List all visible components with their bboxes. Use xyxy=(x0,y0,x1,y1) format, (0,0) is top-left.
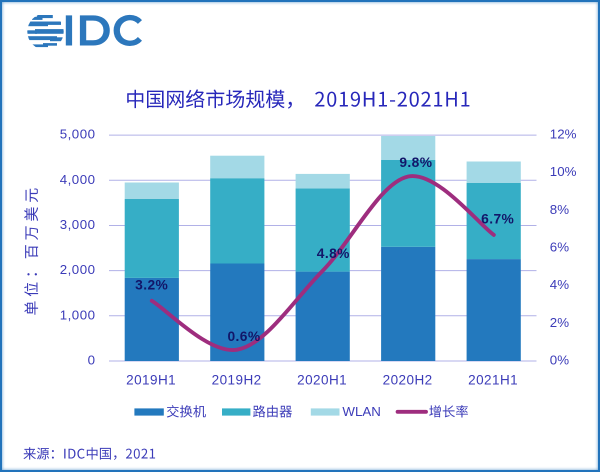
svg-text:0%: 0% xyxy=(550,353,569,368)
svg-text:4%: 4% xyxy=(550,277,569,292)
svg-text:2020H1: 2020H1 xyxy=(297,372,347,387)
svg-text:12%: 12% xyxy=(550,127,577,142)
svg-text:2019H2: 2019H2 xyxy=(212,372,262,387)
svg-text:2021H1: 2021H1 xyxy=(468,372,518,387)
svg-text:3,000: 3,000 xyxy=(60,217,96,232)
svg-text:0: 0 xyxy=(88,353,96,368)
svg-text:6.7%: 6.7% xyxy=(481,212,514,227)
svg-text:2%: 2% xyxy=(550,315,569,330)
svg-text:1,000: 1,000 xyxy=(60,307,96,322)
svg-text:2019H1: 2019H1 xyxy=(126,372,176,387)
svg-text:5,000: 5,000 xyxy=(60,127,96,142)
svg-text:WLAN: WLAN xyxy=(342,404,380,419)
svg-text:8%: 8% xyxy=(550,202,569,217)
svg-text:4,000: 4,000 xyxy=(60,172,96,187)
svg-text:9.8%: 9.8% xyxy=(399,155,432,170)
svg-text:2,000: 2,000 xyxy=(60,262,96,277)
svg-text:3.2%: 3.2% xyxy=(135,277,168,292)
svg-text:6%: 6% xyxy=(550,240,569,255)
svg-text:4.8%: 4.8% xyxy=(317,246,350,261)
svg-text:10%: 10% xyxy=(550,164,577,179)
svg-text:0.6%: 0.6% xyxy=(227,329,260,344)
svg-text:2020H2: 2020H2 xyxy=(383,372,433,387)
